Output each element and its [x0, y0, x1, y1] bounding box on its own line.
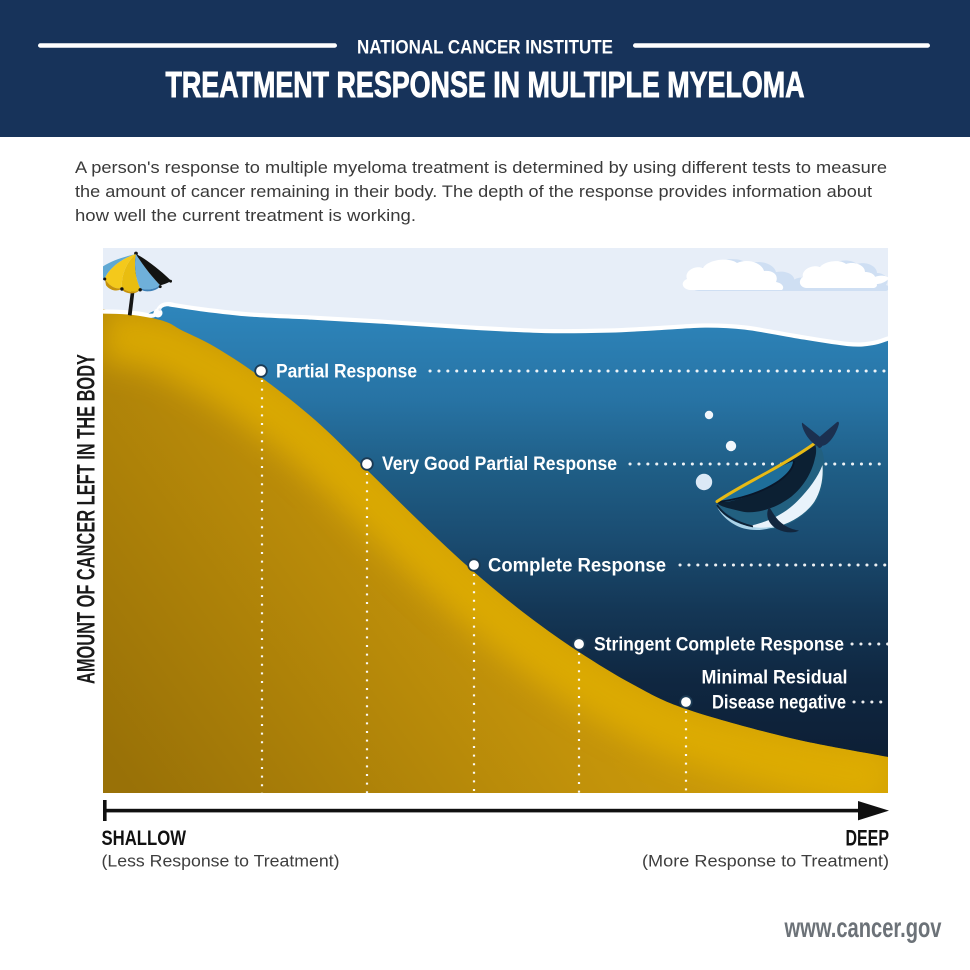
- svg-text:Minimal Residual: Minimal Residual: [702, 668, 848, 689]
- svg-text:AMOUNT OF CANCER LEFT IN THE B: AMOUNT OF CANCER LEFT IN THE BODY: [73, 354, 101, 684]
- svg-text:TREATMENT RESPONSE IN MULTIPLE: TREATMENT RESPONSE IN MULTIPLE MYELOMA: [166, 64, 805, 105]
- svg-text:DEEP: DEEP: [846, 826, 890, 851]
- svg-text:how well the current treatment: how well the current treatment is workin…: [75, 206, 416, 225]
- svg-text:Stringent Complete Response: Stringent Complete Response: [594, 635, 844, 656]
- svg-text:NATIONAL CANCER INSTITUTE: NATIONAL CANCER INSTITUTE: [357, 37, 613, 59]
- svg-text:Disease negative: Disease negative: [712, 693, 846, 714]
- svg-text:Very Good Partial Response: Very Good Partial Response: [382, 454, 617, 475]
- svg-text:SHALLOW: SHALLOW: [102, 827, 187, 850]
- svg-text:the amount of cancer remaining: the amount of cancer remaining in their …: [75, 182, 872, 201]
- svg-text:www.cancer.gov: www.cancer.gov: [784, 912, 942, 943]
- svg-text:Complete Response: Complete Response: [488, 556, 666, 577]
- svg-text:(Less Response to Treatment): (Less Response to Treatment): [102, 852, 340, 871]
- svg-text:Partial Response: Partial Response: [276, 362, 417, 383]
- svg-text:A person's response to multipl: A person's response to multiple myeloma …: [75, 158, 887, 177]
- svg-text:(More Response to Treatment): (More Response to Treatment): [642, 852, 889, 871]
